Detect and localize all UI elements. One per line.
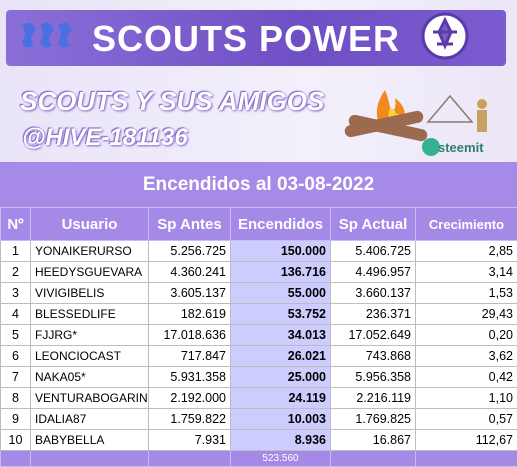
cell: 25.000 — [231, 367, 331, 388]
cell: 0,20 — [416, 325, 517, 346]
cell: VIVIGIBELIS — [31, 283, 149, 304]
cell: LEONCIOCAST — [31, 346, 149, 367]
cell — [149, 451, 231, 467]
cell: 3,14 — [416, 262, 517, 283]
cell: 53.752 — [231, 304, 331, 325]
cell: 17.052.649 — [331, 325, 416, 346]
column-header: Crecimiento — [416, 208, 517, 241]
brand: steemit — [438, 140, 484, 155]
cell: 4.496.957 — [331, 262, 416, 283]
cell: 7 — [1, 367, 31, 388]
cell: 1,10 — [416, 388, 517, 409]
cell: 5.406.725 — [331, 241, 416, 262]
cell: BABYBELLA — [31, 430, 149, 451]
cell: 717.847 — [149, 346, 231, 367]
column-header: Sp Actual — [331, 208, 416, 241]
cell: 9 — [1, 409, 31, 430]
cell: 10 — [1, 430, 31, 451]
cell: 3.660.137 — [331, 283, 416, 304]
cell: 4.360.241 — [149, 262, 231, 283]
banner-handle: @HIVE-181136 — [22, 124, 188, 152]
cell: 5.931.358 — [149, 367, 231, 388]
cell: 8 — [1, 388, 31, 409]
cell: 5.256.725 — [149, 241, 231, 262]
cell: VENTURABOGARIN — [31, 388, 149, 409]
cell: 26.021 — [231, 346, 331, 367]
cell: 4 — [1, 304, 31, 325]
cell: 1.769.825 — [331, 409, 416, 430]
cell: 7.931 — [149, 430, 231, 451]
cell — [31, 451, 149, 467]
cell: 55.000 — [231, 283, 331, 304]
cell — [1, 451, 31, 467]
cell: 16.867 — [331, 430, 416, 451]
cell: 5.956.358 — [331, 367, 416, 388]
cell: 6 — [1, 346, 31, 367]
cell: 17.018.636 — [149, 325, 231, 346]
cell: 10.003 — [231, 409, 331, 430]
column-header: Sp Antes — [149, 208, 231, 241]
column-header: Usuario — [31, 208, 149, 241]
cell: FJJRG* — [31, 325, 149, 346]
cell: HEEDYSGUEVARA — [31, 262, 149, 283]
cell — [416, 451, 517, 467]
cell: 112,67 — [416, 430, 517, 451]
cell: 34.013 — [231, 325, 331, 346]
cell: 1.759.822 — [149, 409, 231, 430]
total-cell: 523.560 — [231, 451, 331, 467]
cell: 2,85 — [416, 241, 517, 262]
column-header: Nº — [1, 208, 31, 241]
cell: 24.119 — [231, 388, 331, 409]
banner-subtitle: SCOUTS Y SUS AMIGOS — [20, 86, 324, 117]
cell: 3,62 — [416, 346, 517, 367]
cell: 182.619 — [149, 304, 231, 325]
cell: 2.192.000 — [149, 388, 231, 409]
cell: 0,57 — [416, 409, 517, 430]
cell: 150.000 — [231, 241, 331, 262]
cell: 8.936 — [231, 430, 331, 451]
cell: 136.716 — [231, 262, 331, 283]
cell: 3.605.137 — [149, 283, 231, 304]
cell: 29,43 — [416, 304, 517, 325]
banner: SCOUTS POWER SCOUTS Y SUS AMIGOS @HIVE-1… — [0, 0, 517, 162]
cell: BLESSEDLIFE — [31, 304, 149, 325]
cell: YONAIKERURSO — [31, 241, 149, 262]
banner-title: SCOUTS POWER — [92, 18, 400, 60]
cell: 2 — [1, 262, 31, 283]
table-title: Encendidos al 03-08-2022 — [0, 162, 517, 207]
cell: 236.371 — [331, 304, 416, 325]
cell: IDALIA87 — [31, 409, 149, 430]
total-row: 523.560 — [1, 451, 517, 467]
cell: 743.868 — [331, 346, 416, 367]
cell: 1,53 — [416, 283, 517, 304]
cell: 0,42 — [416, 367, 517, 388]
column-header: Encendidos — [231, 208, 331, 241]
cell: 2.216.119 — [331, 388, 416, 409]
cell: NAKA05* — [31, 367, 149, 388]
cell: 5 — [1, 325, 31, 346]
cell — [331, 451, 416, 467]
cell: 1 — [1, 241, 31, 262]
cell: 3 — [1, 283, 31, 304]
